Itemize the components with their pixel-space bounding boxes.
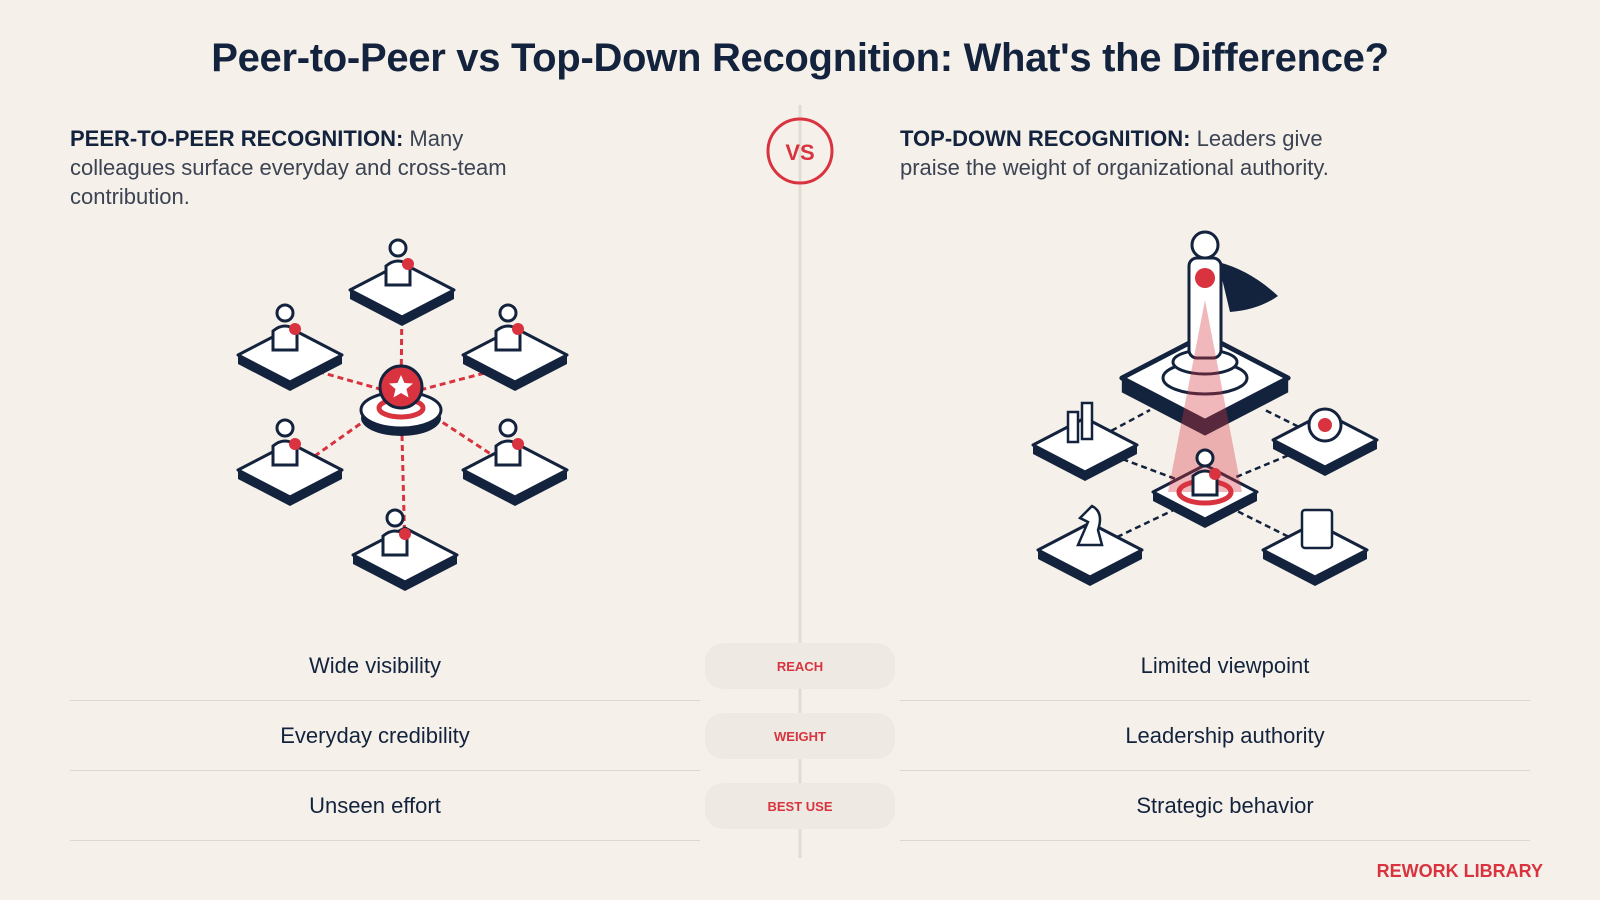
target-center (1318, 418, 1332, 432)
left-value: Unseen effort (309, 793, 441, 818)
footer-brand: REWORK LIBRARY (1376, 861, 1543, 881)
colleague (494, 303, 526, 352)
right-heading: TOP-DOWN RECOGNITION: (900, 126, 1191, 151)
hub-star (389, 375, 413, 398)
left-heading: PEER-TO-PEER RECOGNITION: (70, 126, 404, 151)
colleague (384, 238, 416, 287)
row-separator (70, 770, 700, 771)
right-value: Limited viewpoint (1140, 653, 1310, 678)
leader-badge (1195, 268, 1215, 288)
row-label: WEIGHT (705, 713, 895, 759)
row-separator (70, 840, 700, 841)
left-value: Everyday credibility (280, 723, 470, 748)
page-title: Peer-to-Peer vs Top-Down Recognition: Wh… (211, 36, 1389, 80)
colleague (494, 418, 526, 467)
cape (1218, 262, 1278, 312)
row-separator (900, 700, 1530, 701)
right-description: Leaders give praise the weight of organi… (900, 126, 1329, 180)
left-intro: PEER-TO-PEER RECOGNITION: Many colleague… (70, 124, 510, 211)
row-separator (900, 840, 1530, 841)
topdown-platforms (1031, 230, 1379, 588)
leader-head (1190, 230, 1220, 260)
row-label: BEST USE (705, 783, 895, 829)
bar-icon (1080, 401, 1094, 441)
peer-hub (359, 364, 443, 436)
colleague (271, 303, 303, 352)
right-value: Strategic behavior (1136, 793, 1314, 818)
spotlight (1168, 300, 1242, 492)
knight-icon (1076, 504, 1104, 547)
row-label: REACH (705, 643, 895, 689)
right-intro: TOP-DOWN RECOGNITION: Leaders give prais… (900, 124, 1340, 182)
bar-icon (1066, 410, 1080, 444)
left-value: Wide visibility (308, 653, 442, 678)
colleague (271, 418, 303, 467)
clipboard-icon (1300, 508, 1334, 550)
right-value: Leadership authority (1125, 723, 1325, 748)
colleague (381, 508, 413, 557)
row-separator (70, 700, 700, 701)
row-separator (900, 770, 1530, 771)
vs-circle (766, 117, 834, 185)
left-description: Many colleagues surface everyday and cro… (70, 126, 507, 209)
